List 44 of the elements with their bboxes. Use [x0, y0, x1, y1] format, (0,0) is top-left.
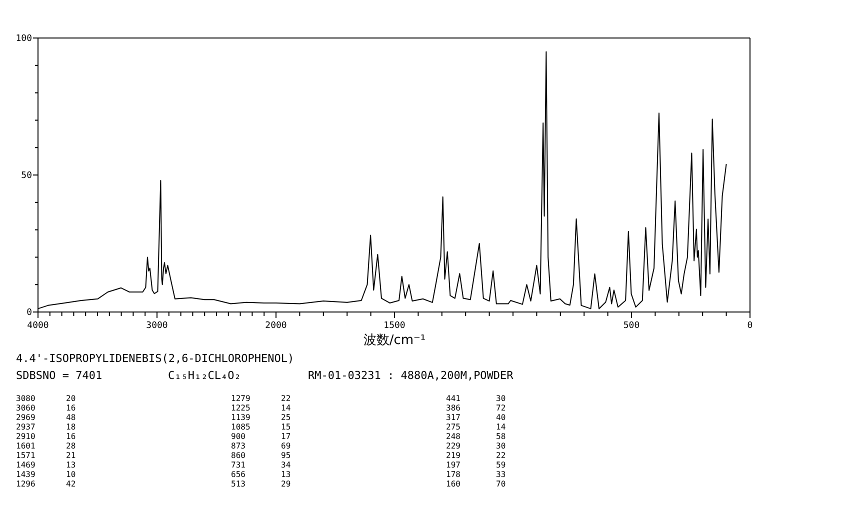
text: 656 13 [231, 470, 291, 479]
text: SDBSNO = 7401 [16, 369, 102, 382]
text: 178 33 [446, 470, 506, 479]
x-tick-label: 4000 [27, 321, 49, 331]
text: 1279 22 [231, 394, 291, 403]
text: 2969 48 [16, 413, 76, 422]
text: 1225 14 [231, 404, 291, 412]
y-tick-label: 50 [21, 171, 32, 181]
text: C₁₅H₁₂CL₄O₂ [168, 369, 241, 382]
text: 3060 16 [16, 404, 76, 412]
text: 2910 16 [16, 432, 76, 441]
text: 3080 20 [16, 394, 76, 403]
x-tick-label: 2000 [265, 321, 287, 331]
text: 441 30 [446, 394, 506, 403]
text: 873 69 [231, 442, 291, 450]
text: 4.4'-ISOPROPYLIDENEBIS(2,6-DICHLOROPHENOL) [16, 352, 294, 365]
x-tick-label: 1500 [384, 321, 406, 331]
text: 219 22 [446, 451, 506, 460]
x-tick-label: 500 [623, 321, 640, 331]
text: 160 70 [446, 480, 506, 488]
text: 900 17 [231, 432, 291, 441]
text: 2937 18 [16, 422, 76, 432]
text: 248 58 [446, 432, 506, 441]
text: 1085 15 [231, 422, 291, 432]
text: 1139 25 [231, 413, 291, 422]
text: 1296 42 [16, 480, 76, 488]
text: 1571 21 [16, 451, 76, 460]
text: 1601 28 [16, 442, 76, 450]
x-axis-title: 波数/cm⁻¹ [363, 333, 426, 348]
text: 731 34 [231, 460, 291, 470]
text: 860 95 [231, 451, 291, 460]
text: 386 72 [446, 404, 506, 412]
text: 197 59 [446, 460, 506, 470]
text: 513 29 [231, 480, 291, 488]
text: 229 30 [446, 442, 506, 450]
y-tick-label: 0 [26, 308, 32, 318]
text: RM-01-03231 : 4880A,200M,POWDER [308, 369, 514, 382]
text: 275 14 [446, 422, 506, 432]
text: 1439 10 [16, 470, 76, 479]
text: 1469 13 [16, 460, 76, 470]
x-tick-label: 0 [747, 321, 753, 331]
y-tick-label: 100 [16, 34, 32, 44]
x-tick-label: 3000 [146, 321, 168, 331]
text: 317 40 [446, 413, 506, 422]
